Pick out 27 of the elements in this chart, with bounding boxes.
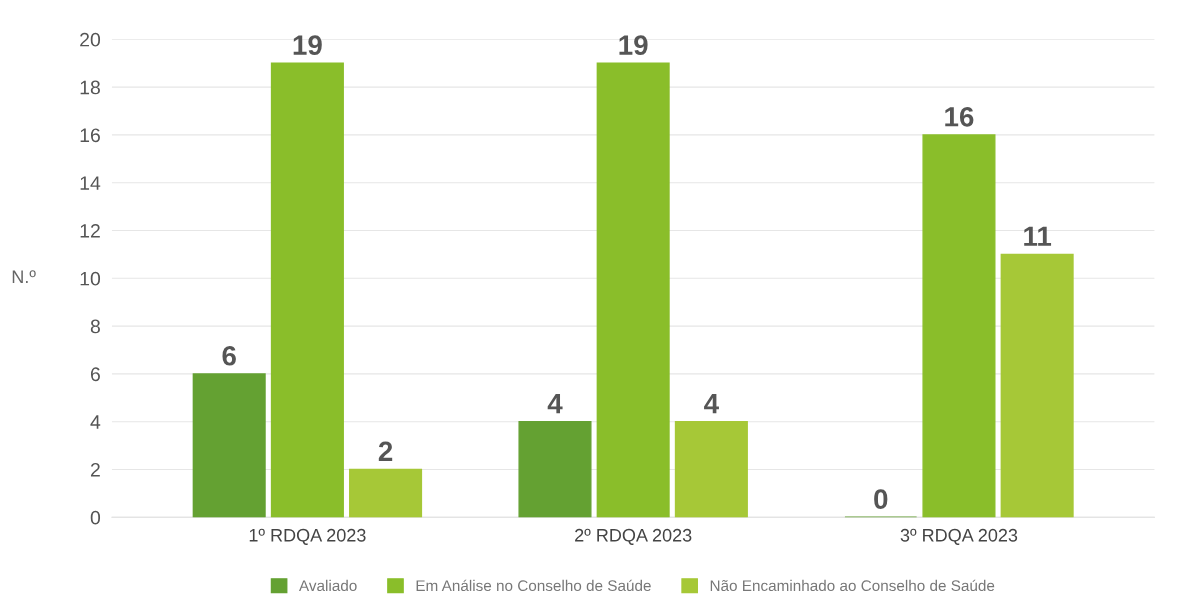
x-tick-label: 2º RDQA 2023 [575, 528, 692, 545]
legend-label: Avaliado [298, 579, 357, 592]
y-tick-label: 8 [90, 319, 100, 334]
y-tick-label: 16 [80, 128, 100, 143]
y-tick-label: 20 [80, 32, 101, 47]
data-label: 0 [874, 489, 888, 510]
data-label: 19 [619, 35, 648, 55]
legend-label: Não Encaminhado ao Conselho de Saúde [710, 579, 995, 592]
data-label: 2 [378, 441, 393, 461]
legend-label: Em Análise no Conselho de Saúde [416, 579, 651, 592]
y-tick-label: 0 [90, 510, 101, 525]
data-label: 4 [547, 394, 563, 414]
data-label: 16 [945, 106, 974, 127]
data-label: 11 [1024, 226, 1052, 246]
y-tick-label: 10 [80, 271, 101, 286]
x-tick-label: 1º RDQA 2023 [249, 528, 366, 545]
y-tick-label: 4 [90, 415, 101, 429]
y-tick-label: 14 [80, 176, 101, 190]
y-tick-label: 6 [90, 367, 100, 382]
data-label: 6 [222, 345, 236, 366]
data-label: 4 [704, 394, 719, 414]
x-tick-label: 3º RDQA 2023 [900, 528, 1018, 545]
y-axis-title: N.º [12, 270, 36, 283]
y-tick-label: 2 [90, 462, 100, 477]
y-tick-label: 18 [80, 80, 100, 95]
data-label: 19 [293, 35, 322, 55]
y-tick-label: 12 [80, 223, 100, 238]
